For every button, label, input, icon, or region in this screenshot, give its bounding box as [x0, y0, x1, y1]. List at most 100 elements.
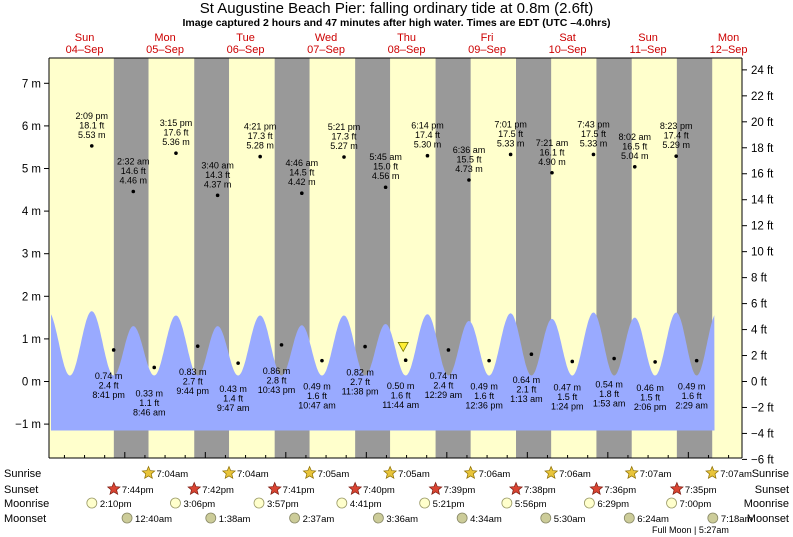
- high-tide-time: 7:21 am: [536, 138, 569, 148]
- high-tide-time: 7:43 pm: [577, 119, 610, 129]
- high-tide-metres: 5.29 m: [662, 140, 690, 150]
- high-tide-point: [258, 154, 262, 159]
- sunrise-icon: [544, 465, 559, 480]
- almanac-time: 5:30am: [554, 514, 586, 525]
- right-tick-label: 2 ft: [751, 351, 768, 363]
- high-tide-metres: 4.46 m: [120, 176, 148, 186]
- high-tide-point: [342, 155, 346, 159]
- low-tide-time: 1:13 am: [510, 394, 543, 404]
- almanac-time: 7:05am: [318, 469, 350, 480]
- almanac-row-label-left: Sunset: [4, 484, 38, 496]
- sunrise-icon: [624, 465, 639, 480]
- low-tide-time: 1:53 am: [593, 398, 626, 408]
- high-tide-time: 3:15 pm: [160, 118, 193, 128]
- moonrise-icon: [419, 497, 431, 509]
- almanac-time: 7:06am: [479, 469, 511, 480]
- high-tide-time: 6:14 pm: [411, 121, 444, 131]
- day-date-label: 07–Sep: [307, 44, 345, 56]
- high-tide-time: 4:21 pm: [244, 122, 277, 132]
- day-name-label: Sun: [75, 32, 95, 44]
- high-tide-time: 8:23 pm: [660, 121, 693, 131]
- right-tick-label: 12 ft: [751, 221, 774, 233]
- moonset-icon: [289, 512, 301, 524]
- low-tide-time: 1:24 pm: [551, 401, 584, 411]
- high-tide-time: 5:45 am: [369, 152, 402, 162]
- tide-area: [51, 311, 715, 431]
- left-tick-label: 5 m: [22, 164, 41, 176]
- right-tick-label: −4 ft: [751, 428, 775, 440]
- low-tide-time: 10:43 pm: [258, 385, 296, 395]
- day-name-label: Thu: [397, 32, 416, 44]
- almanac-time: 7:35pm: [685, 485, 717, 496]
- high-tide-metres: 4.37 m: [204, 179, 232, 189]
- low-tide-metres: 0.54 m: [595, 379, 623, 389]
- low-tide-point: [279, 343, 284, 347]
- left-tick-label: 3 m: [22, 249, 41, 261]
- left-tick-label: 1 m: [22, 334, 41, 346]
- day-date-label: 11–Sep: [630, 44, 667, 56]
- day-name-label: Tue: [236, 32, 255, 44]
- high-tide-point: [632, 164, 637, 169]
- sunset-icon: [428, 481, 443, 496]
- moonset-icon: [707, 512, 719, 524]
- left-tick-label: 7 m: [22, 78, 41, 90]
- day-date-label: 06–Sep: [227, 44, 265, 56]
- day-name-label: Fri: [481, 32, 494, 44]
- moonset-icon: [205, 512, 217, 524]
- high-tide-point: [89, 144, 94, 148]
- high-tide-feet: 17.3 ft: [248, 131, 274, 141]
- high-tide-metres: 5.53 m: [78, 130, 106, 140]
- high-tide-metres: 5.28 m: [246, 141, 274, 151]
- high-tide-point: [674, 154, 678, 158]
- almanac-time: 12:40am: [135, 514, 172, 525]
- almanac-time: 7:38pm: [524, 485, 556, 496]
- low-tide-feet: 1.4 ft: [223, 394, 244, 404]
- high-tide-point: [425, 153, 430, 158]
- high-tide-metres: 4.56 m: [372, 171, 400, 181]
- low-tide-metres: 0.33 m: [135, 388, 163, 398]
- almanac-time: 7:41pm: [283, 485, 315, 496]
- almanac-time: 5:21pm: [433, 499, 465, 510]
- sunrise-icon: [463, 465, 478, 480]
- high-tide-point: [300, 191, 304, 196]
- high-tide-metres: 5.27 m: [330, 141, 358, 151]
- high-tide-feet: 14.5 ft: [289, 168, 315, 178]
- left-tick-label: 4 m: [22, 206, 41, 218]
- almanac: Sunrise Sunrise Sunset Sunset Moonrise Moonri…: [4, 465, 789, 535]
- high-tide-metres: 4.90 m: [538, 157, 566, 167]
- almanac-row-label-left: Moonrise: [4, 498, 49, 510]
- moonrise-icon: [666, 497, 677, 509]
- high-tide-point: [508, 152, 513, 157]
- almanac-time: 4:34am: [470, 514, 502, 525]
- low-tide-feet: 2.1 ft: [516, 385, 537, 395]
- high-tide-time: 2:09 pm: [76, 111, 109, 121]
- almanac-time: 7:07am: [720, 469, 752, 480]
- sunrise-icon: [383, 465, 398, 480]
- low-tide-time: 9:44 pm: [176, 386, 209, 396]
- high-tide-feet: 15.0 ft: [373, 162, 399, 172]
- axes: −1 m 0 m 1 m 2 m 3 m 4 m 5 m 6 m 7 m −6 ft −4 ft −2…: [15, 57, 775, 466]
- low-tide-point: [446, 348, 451, 352]
- high-tide-feet: 17.6 ft: [163, 128, 189, 138]
- left-tick-label: 2 m: [22, 291, 41, 303]
- right-tick-label: 22 ft: [751, 91, 774, 103]
- high-tide-feet: 15.5 ft: [456, 155, 482, 165]
- day-name-label: Sat: [559, 32, 576, 44]
- low-tide-metres: 0.49 m: [470, 382, 498, 392]
- high-tide-metres: 5.36 m: [162, 137, 190, 147]
- low-tide-point: [111, 348, 116, 352]
- low-tide-time: 2:06 pm: [634, 402, 667, 412]
- high-tide-point: [174, 151, 178, 155]
- moonset-icon: [121, 512, 133, 524]
- almanac-time: 7:42pm: [202, 485, 234, 496]
- high-tide-point: [131, 189, 136, 194]
- low-tide-point: [320, 358, 324, 363]
- almanac-time: 7:07am: [640, 469, 672, 480]
- high-tide-metres: 5.33 m: [580, 138, 608, 148]
- low-tide-feet: 1.6 ft: [474, 391, 495, 401]
- low-tide-metres: 0.74 m: [95, 371, 123, 381]
- almanac-time: 1:38am: [219, 514, 251, 525]
- almanac-time: 7:44pm: [122, 485, 154, 496]
- high-tide-time: 2:32 am: [117, 157, 150, 167]
